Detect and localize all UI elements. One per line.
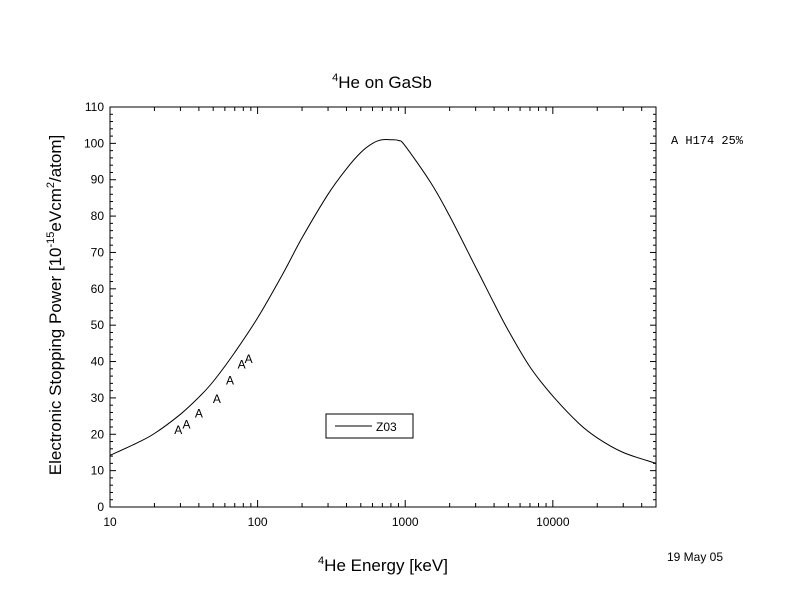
y-axis: 0 10 20 30 40 50 60 70 80 90 100 110 — [84, 100, 656, 514]
series-line-z03 — [109, 138, 657, 464]
legend-label: Z03 — [376, 420, 397, 434]
x-tick-label: 10000 — [536, 515, 570, 529]
data-point-marker: A — [245, 352, 253, 366]
y-tick-label: 10 — [91, 464, 105, 478]
data-point-marker: A — [195, 406, 203, 420]
data-point-marker: A — [238, 357, 246, 371]
y-tick-label: 60 — [91, 282, 105, 296]
y-tick-label: 20 — [91, 427, 105, 441]
y-tick-label: 80 — [91, 209, 105, 223]
series-note: A H174 25% — [671, 134, 744, 148]
legend: Z03 — [325, 413, 414, 439]
x-tick-label: 1000 — [392, 515, 419, 529]
plot-frame — [109, 106, 657, 508]
y-tick-label: 70 — [91, 245, 105, 259]
y-tick-label: 0 — [97, 500, 104, 514]
chart-title: 4He on GaSb — [332, 72, 432, 92]
y-tick-label: 50 — [91, 318, 105, 332]
x-tick-label: 100 — [248, 515, 268, 529]
date-stamp: 19 May 05 — [667, 550, 723, 564]
data-point-marker: A — [226, 374, 234, 388]
data-point-marker: A — [174, 423, 182, 437]
y-tick-label: 40 — [91, 355, 105, 369]
y-tick-label: 100 — [84, 136, 104, 150]
x-axis: 10 100 1000 10000 — [103, 107, 657, 529]
x-axis-title: 4He Energy [keV] — [318, 555, 448, 575]
y-tick-label: 110 — [85, 100, 104, 114]
data-point-marker: A — [213, 392, 221, 406]
y-tick-label: 30 — [91, 391, 105, 405]
x-tick-label: 10 — [103, 515, 117, 529]
data-point-marker: A — [183, 417, 191, 431]
y-axis-title: Electronic Stopping Power [10-15eVcm2/at… — [45, 135, 65, 476]
y-tick-label: 90 — [91, 173, 105, 187]
